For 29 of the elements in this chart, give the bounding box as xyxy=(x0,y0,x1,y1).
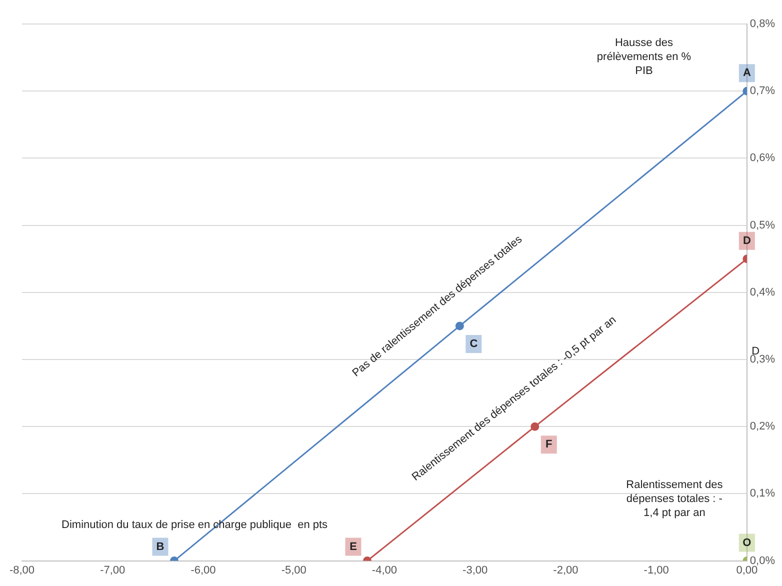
point xyxy=(455,322,464,330)
y-tick-label: 0,8% xyxy=(750,18,776,30)
annotation: Hausse des prélèvements en % PIB xyxy=(596,36,692,77)
y-tick-label: 0,3% xyxy=(750,354,776,366)
y-tick-label: 0,0% xyxy=(750,554,776,567)
annotation: Ralentissement des dépenses totales : - 1,4 pt par an xyxy=(626,479,724,520)
x-tick-label: -2,00 xyxy=(553,564,578,576)
annotation: D xyxy=(742,234,751,247)
annotation: B xyxy=(156,540,164,553)
x-tick-label: -5,00 xyxy=(281,564,306,576)
annotation: F xyxy=(546,438,553,451)
x-tick-label: -3,00 xyxy=(462,564,488,576)
annotation: C xyxy=(470,338,478,350)
y-tick-label: 0,2% xyxy=(750,420,776,433)
y-tick-label: 0,4% xyxy=(750,286,776,298)
x-tick-label: 0,00 xyxy=(736,564,758,576)
x-tick-label: -8,00 xyxy=(9,564,35,576)
annotation: E xyxy=(350,540,357,553)
annotation: O xyxy=(742,536,752,549)
y-tick-label: 0,5% xyxy=(750,219,776,232)
x-tick-label: -4,00 xyxy=(372,564,398,576)
x-tick-label: -6,00 xyxy=(190,564,216,576)
y-tick-label: 0,7% xyxy=(750,85,776,98)
y-tick-label: 0,6% xyxy=(750,152,776,164)
annotation: A xyxy=(742,67,751,80)
x-tick-label: -1,00 xyxy=(644,564,669,576)
x-tick-label: -7,00 xyxy=(100,564,126,576)
point xyxy=(530,422,540,431)
y-tick-label: 0,1% xyxy=(750,488,776,500)
